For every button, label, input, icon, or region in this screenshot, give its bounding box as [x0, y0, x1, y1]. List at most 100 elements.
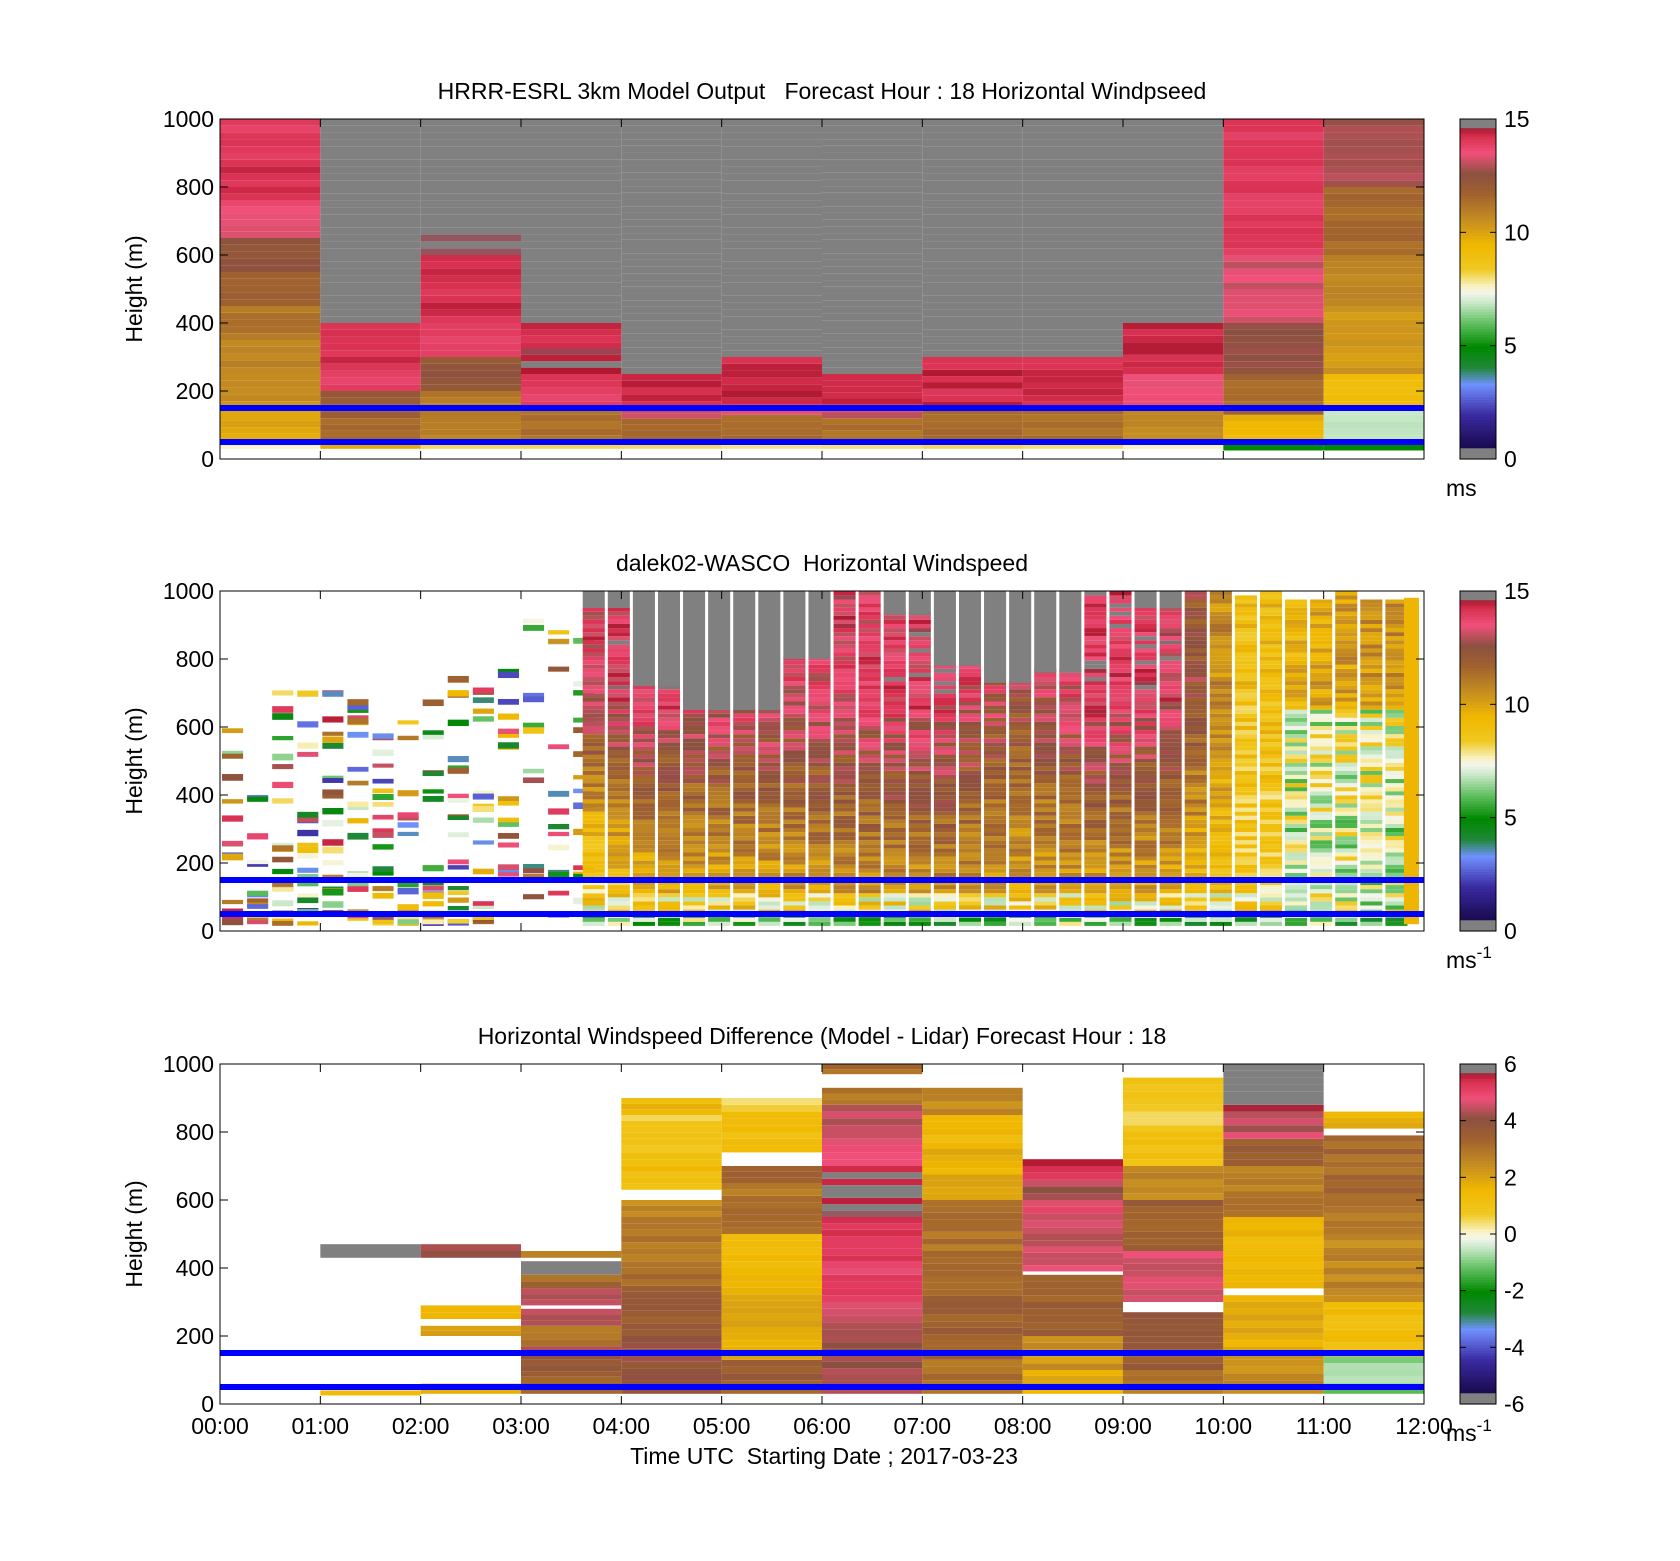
- colorbar-segment: [1460, 405, 1496, 409]
- data-cell: [1009, 730, 1032, 735]
- colorbar-segment: [1460, 678, 1496, 683]
- data-cell: [372, 793, 394, 801]
- data-cell: [1310, 734, 1333, 739]
- data-cell: [758, 725, 781, 731]
- data-cell: [1123, 1159, 1224, 1166]
- colorbar-segment: [1460, 272, 1496, 276]
- data-cell: [922, 1282, 1023, 1290]
- data-cell: [721, 1227, 822, 1234]
- data-cell: [1335, 734, 1358, 739]
- data-cell: [1335, 738, 1358, 743]
- data-cell: [582, 672, 605, 678]
- colorbar-segment: [1460, 280, 1496, 284]
- data-cell: [1223, 1159, 1324, 1166]
- colorbar-segment: [1460, 1239, 1496, 1244]
- y-tick-label: 400: [176, 1255, 214, 1281]
- data-cell: [1259, 652, 1283, 657]
- data-cell: [1109, 864, 1132, 869]
- data-cell: [1285, 656, 1308, 661]
- data-cell: [521, 1299, 622, 1306]
- data-cell: [582, 774, 605, 780]
- data-cell: [1109, 599, 1132, 604]
- data-cell: [1310, 721, 1333, 726]
- data-cell: [883, 758, 906, 763]
- data-cell: [1022, 1329, 1123, 1336]
- data-cell: [521, 1388, 622, 1394]
- colorbar-tick-label: 15: [1504, 106, 1530, 132]
- data-cell: [733, 807, 756, 812]
- data-cell: [1059, 827, 1082, 833]
- data-cell: [758, 713, 781, 718]
- data-cell: [833, 742, 856, 747]
- data-cell: [1285, 819, 1308, 824]
- data-cell: [1109, 619, 1132, 624]
- data-cell: [683, 840, 706, 845]
- data-cell: [783, 807, 806, 812]
- data-cell: [858, 799, 881, 804]
- data-cell: [908, 774, 931, 780]
- data-cell: [1084, 623, 1107, 629]
- data-cell: [607, 697, 630, 702]
- data-cell: [247, 796, 269, 802]
- data-cell: [320, 159, 421, 167]
- data-cell: [497, 864, 519, 871]
- data-cell: [1009, 770, 1032, 775]
- data-cell: [1223, 435, 1324, 442]
- data-cell: [1123, 1270, 1224, 1277]
- data-cell: [933, 783, 956, 788]
- data-cell: [1360, 701, 1383, 706]
- data-cell: [1209, 791, 1232, 796]
- data-cell: [708, 713, 731, 718]
- colorbar-segment: [1460, 746, 1496, 751]
- data-cell: [958, 868, 982, 873]
- data-cell: [858, 599, 881, 604]
- data-cell: [1209, 628, 1232, 633]
- data-cell: [1385, 656, 1408, 661]
- data-cell: [783, 779, 806, 784]
- data-cell: [1084, 889, 1107, 894]
- data-cell: [758, 803, 781, 808]
- data-cell: [220, 238, 321, 245]
- data-cell: [922, 1359, 1023, 1367]
- data-cell: [1323, 1154, 1424, 1162]
- colorbar-segment: [1460, 630, 1496, 635]
- data-cell: [833, 848, 856, 853]
- data-cell: [933, 758, 956, 763]
- data-cell: [621, 1374, 722, 1381]
- data-cell: [1123, 180, 1224, 187]
- data-cell: [808, 685, 831, 690]
- data-cell: [683, 864, 706, 869]
- data-cell: [1259, 823, 1283, 828]
- data-cell: [1385, 648, 1408, 653]
- data-cell: [1259, 738, 1283, 743]
- data-cell: [521, 241, 622, 249]
- data-cell: [1285, 860, 1308, 865]
- data-cell: [1223, 221, 1324, 228]
- colorbar-segment: [1460, 1401, 1496, 1405]
- data-cell: [822, 386, 923, 393]
- data-cell: [783, 840, 806, 845]
- data-cell: [1184, 591, 1207, 596]
- data-cell: [1184, 921, 1207, 926]
- data-cell: [1184, 709, 1207, 714]
- data-cell: [1360, 774, 1383, 780]
- data-cell: [582, 681, 605, 686]
- data-cell: [1009, 864, 1032, 869]
- data-cell: [908, 791, 931, 796]
- data-cell: [1159, 799, 1182, 804]
- data-cell: [1385, 713, 1408, 718]
- data-cell: [883, 832, 906, 837]
- data-cell: [1223, 132, 1324, 140]
- data-cell: [420, 357, 521, 364]
- data-cell: [1123, 1356, 1224, 1364]
- data-cell: [1285, 628, 1308, 633]
- data-cell: [883, 872, 906, 877]
- data-cell: [1335, 848, 1358, 853]
- data-cell: [1123, 1276, 1224, 1283]
- data-cell: [708, 742, 731, 747]
- data-cell: [1184, 807, 1207, 812]
- data-cell: [984, 725, 1007, 731]
- data-cell: [958, 677, 982, 682]
- colorbar-segment: [1460, 1304, 1496, 1309]
